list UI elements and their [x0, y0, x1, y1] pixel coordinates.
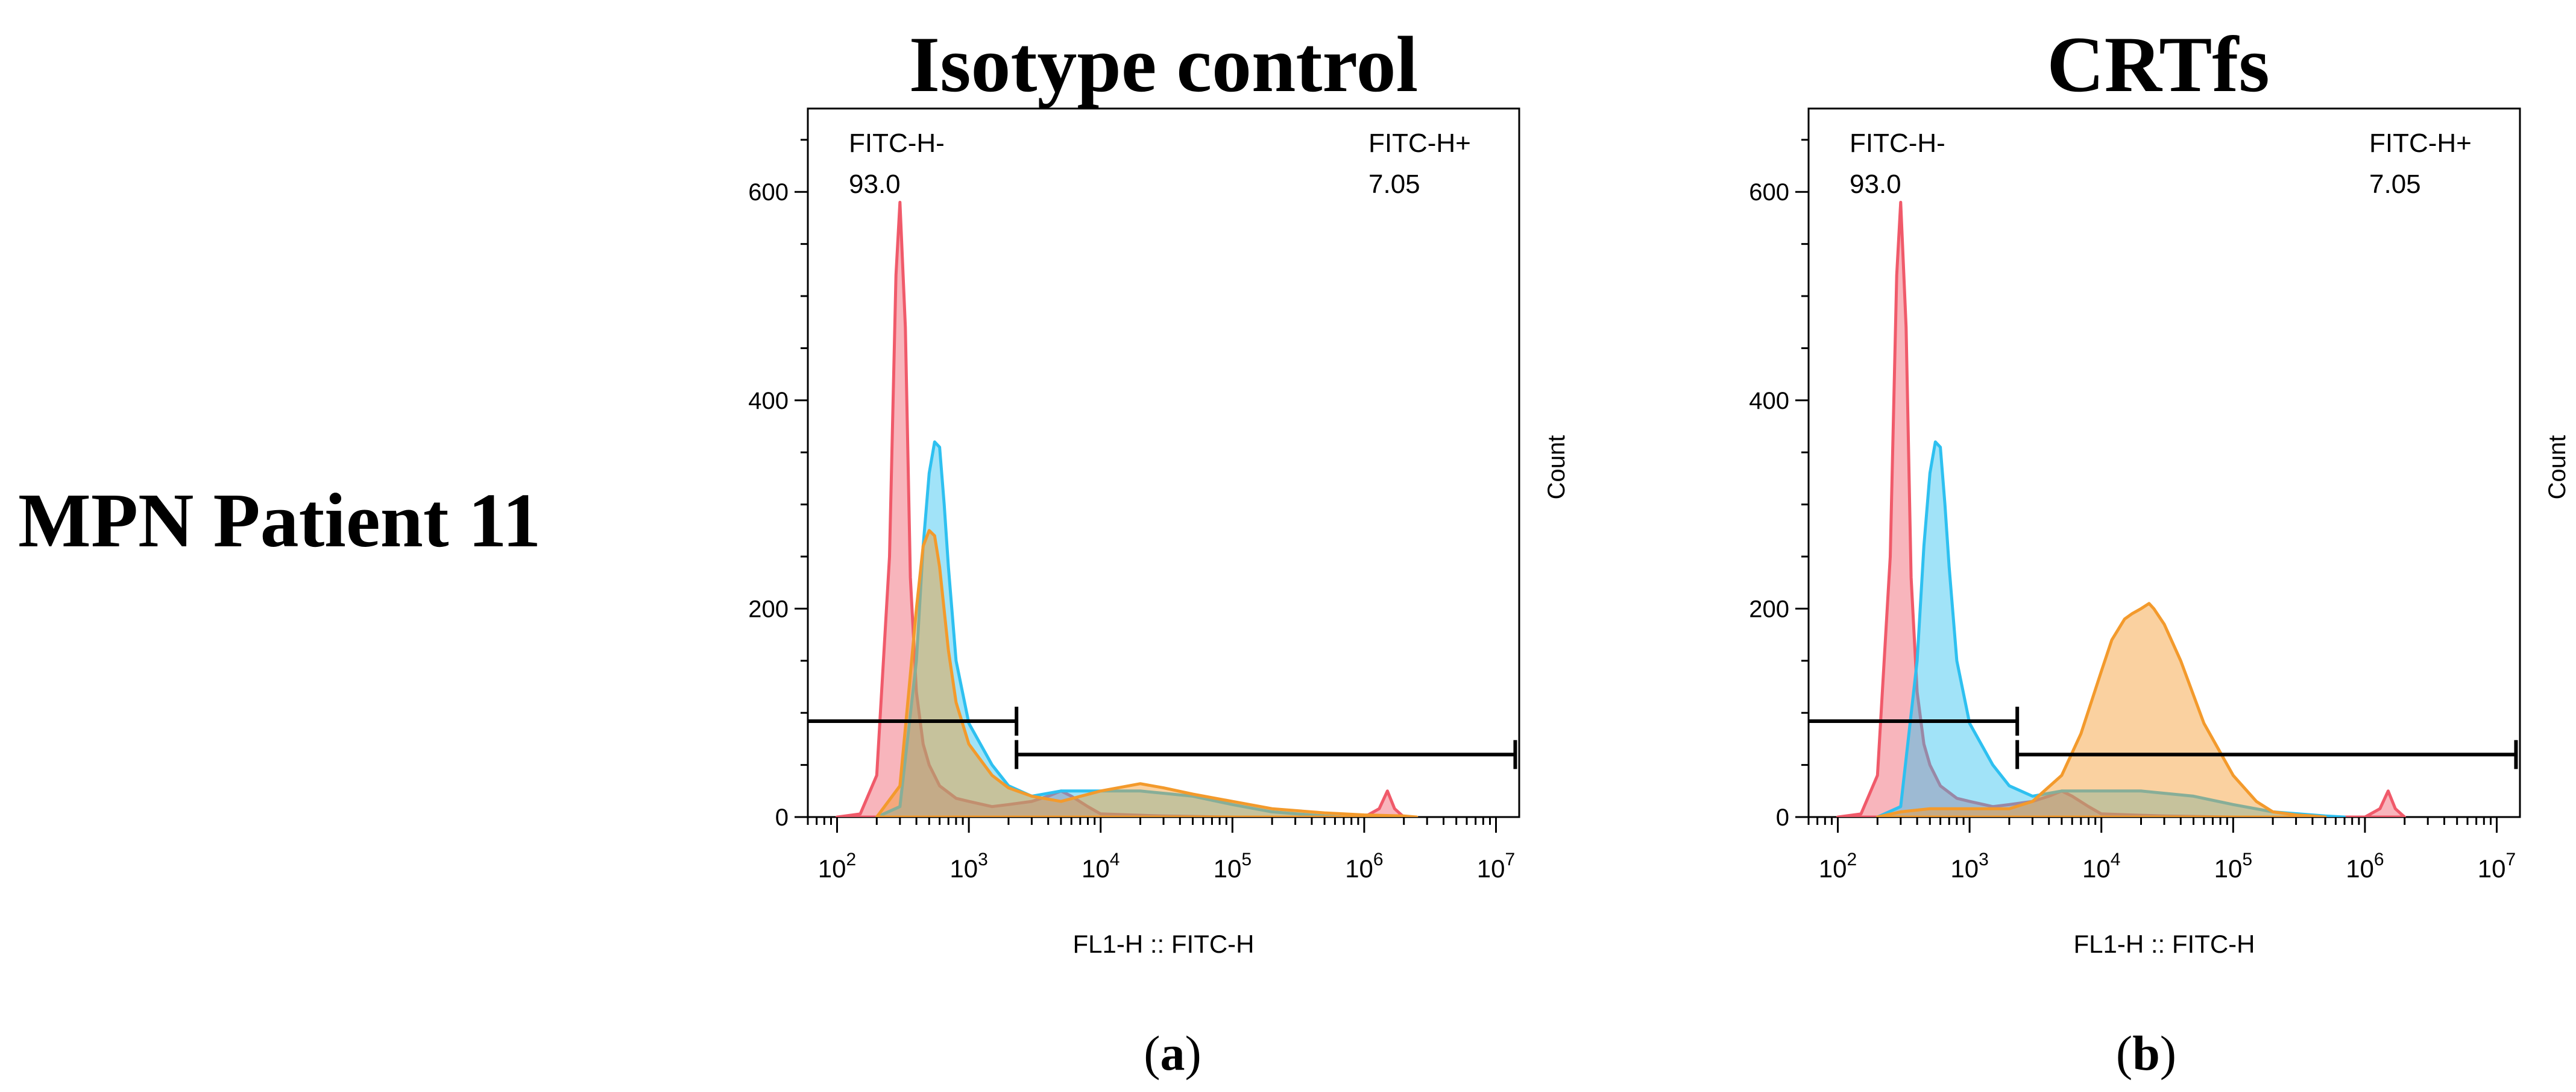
gate-label-value: 7.05: [1368, 169, 1420, 199]
x-tick-label: 103: [949, 850, 987, 883]
caption-b-open: (: [2115, 1026, 2133, 1081]
x-tick-label: 104: [1082, 850, 1120, 883]
gate-label-value: 7.05: [2369, 169, 2421, 199]
y-tick-label: 600: [1749, 179, 1789, 206]
panel-b-title: CRTfs: [2047, 20, 2270, 109]
caption-a-open: (: [1144, 1026, 1160, 1081]
panel-a-title: Isotype control: [909, 20, 1419, 109]
caption-b-letter: b: [2132, 1026, 2160, 1081]
gate-label-name: FITC-H-: [1850, 128, 1945, 158]
series-orange: [875, 529, 1419, 817]
y-tick-label: 200: [1749, 596, 1789, 622]
panel-a-caption: (a): [1144, 1025, 1201, 1082]
caption-a-letter: a: [1160, 1026, 1185, 1081]
series-blue: [875, 440, 1346, 817]
y-tick-label: 0: [775, 804, 789, 831]
series-orange: [1875, 602, 2327, 817]
x-axis-title: FL1-H :: FITC-H: [1073, 930, 1255, 958]
x-tick-label: 102: [818, 850, 856, 883]
x-tick-label: 102: [1819, 850, 1857, 883]
caption-b-close: ): [2159, 1026, 2177, 1081]
series-red: [836, 201, 1406, 817]
x-tick-label: 105: [1214, 850, 1252, 883]
x-axis-title: FL1-H :: FITC-H: [2074, 930, 2255, 958]
gate-label-name: FITC-H+: [1368, 128, 1471, 158]
y-axis-title: Count: [2544, 435, 2571, 500]
y-tick-label: 0: [1776, 804, 1789, 831]
x-tick-label: 106: [2346, 850, 2384, 883]
panel-b-caption: (b): [2116, 1025, 2176, 1082]
row-label: MPN Patient 11: [18, 478, 541, 563]
gate-label-value: 93.0: [1850, 169, 1901, 199]
y-tick-label: 600: [748, 179, 789, 206]
x-tick-label: 107: [1477, 850, 1515, 883]
y-axis-title: Count: [1543, 435, 1570, 500]
gate-label-value: 93.0: [849, 169, 901, 199]
series-group: [836, 201, 1419, 817]
y-tick-label: 400: [748, 388, 789, 414]
series-group: [1836, 201, 2407, 817]
x-tick-label: 103: [1950, 850, 1988, 883]
series-red: [1836, 201, 2407, 817]
x-tick-label: 105: [2214, 850, 2252, 883]
gate-label-name: FITC-H-: [849, 128, 945, 158]
caption-a-close: ): [1185, 1026, 1201, 1081]
x-tick-label: 107: [2478, 850, 2516, 883]
gate-label-name: FITC-H+: [2369, 128, 2472, 158]
y-tick-label: 200: [748, 596, 789, 622]
x-tick-label: 106: [1345, 850, 1383, 883]
x-tick-label: 104: [2082, 850, 2120, 883]
y-tick-label: 400: [1749, 388, 1789, 414]
series-blue: [1875, 440, 2346, 817]
